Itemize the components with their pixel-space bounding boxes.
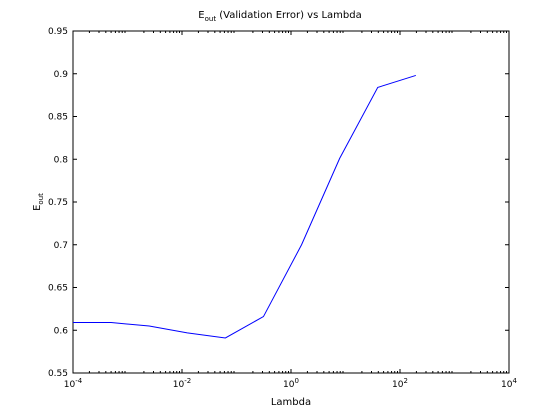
x-axis-label: Lambda (271, 397, 311, 408)
series-line (73, 74, 416, 339)
title-rest: (Validation Error) vs Lambda (216, 10, 362, 21)
y-tick-label: 0.85 (48, 113, 68, 123)
x-tick-label: 10-2 (173, 377, 191, 390)
x-tick-label: 10-4 (64, 377, 83, 390)
x-tick-label: 102 (392, 377, 408, 390)
x-tick-label: 100 (283, 377, 299, 390)
y-tick-label: 0.6 (54, 326, 69, 336)
y-tick-label: 0.8 (54, 155, 69, 165)
y-tick-label: 0.65 (48, 284, 68, 294)
y-axis-label: Eout (32, 193, 45, 211)
chart-title: Eout (Validation Error) vs Lambda (198, 10, 361, 23)
y-tick-label: 0.7 (54, 241, 68, 251)
ylabel-subscript: out (37, 193, 45, 205)
y-axis: 0.55 0.6 0.65 0.7 0.75 0.8 0.85 0.9 0.95 (48, 27, 509, 379)
y-tick-label: 0.9 (54, 70, 69, 80)
ylabel-e: E (32, 205, 43, 211)
y-tick-label: 0.95 (48, 27, 68, 37)
plot-area (72, 30, 510, 374)
title-subscript: out (205, 15, 217, 23)
y-tick-label: 0.55 (48, 369, 68, 379)
y-tick-label: 0.75 (48, 198, 68, 208)
svg-text:Eout (Validation Error) vs Lam: Eout (Validation Error) vs Lambda (198, 10, 361, 23)
x-axis: 10-4 10-2 100 102 104 (64, 31, 517, 390)
title-e: E (198, 10, 204, 21)
x-tick-label: 104 (501, 377, 517, 390)
